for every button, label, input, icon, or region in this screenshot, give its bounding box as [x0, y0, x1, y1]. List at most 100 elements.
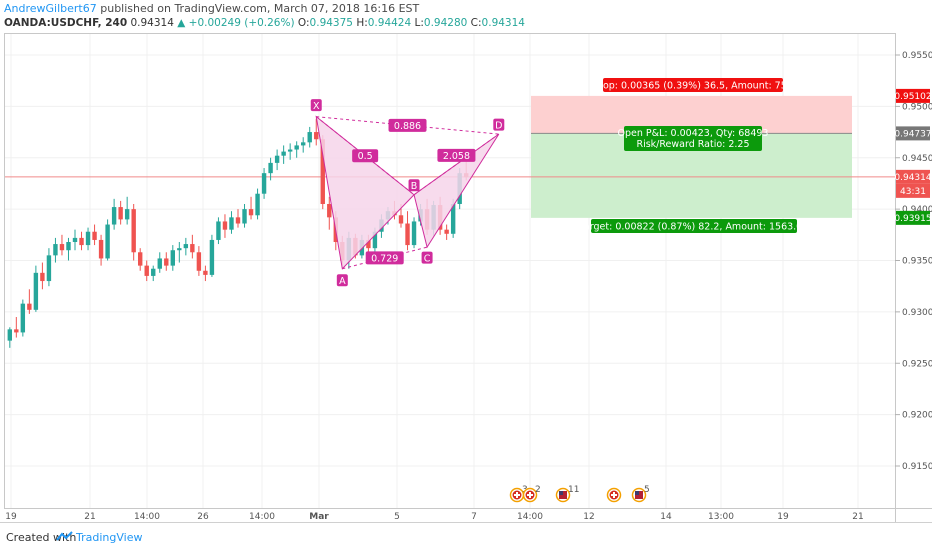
- pattern-point-a[interactable]: A: [336, 274, 348, 287]
- point-badge: [493, 118, 505, 131]
- candle-body: [14, 329, 19, 333]
- event-flag-us[interactable]: 5: [631, 485, 650, 503]
- bat-harmonic-pattern[interactable]: X A B C D 0.886 0.5 0.729 2.058: [310, 99, 505, 287]
- publish-text: published on TradingView.com, March 07, …: [96, 2, 420, 15]
- candle-body: [27, 303, 32, 310]
- symbol-name[interactable]: OANDA:USDCHF, 240: [4, 17, 128, 29]
- candle-body: [209, 239, 215, 275]
- ratio-label: 0.5: [358, 151, 373, 162]
- point-label: C: [424, 253, 431, 264]
- open-label: O:: [297, 17, 310, 29]
- x-tick-label: 14:00: [517, 512, 543, 522]
- ratio-badge: [437, 148, 476, 162]
- x-tick-label: 14: [660, 512, 672, 522]
- bd-ratio-line: [413, 133, 500, 196]
- candle-body: [118, 207, 123, 220]
- candle-body: [177, 248, 182, 251]
- event-flag-ch[interactable]: [606, 487, 622, 503]
- candle-body: [255, 193, 260, 216]
- low-value: 0.94280: [423, 17, 468, 29]
- candle-body: [248, 209, 254, 216]
- x-tick-label: 7: [471, 512, 477, 522]
- time-axis-ticks: 19 21 14:00 26 14:00 Mar 5 7 14:00 12 14 13:00 19 21: [5, 512, 863, 522]
- pattern-point-x[interactable]: X: [310, 99, 322, 112]
- long-position-tool[interactable]: Stop: 0.00365 (0.39%) 36.5, Amount: 750 O…: [5, 78, 895, 233]
- tradingview-brand[interactable]: TradingView: [76, 531, 143, 544]
- candle-body: [301, 142, 306, 146]
- x-tick-label: 21: [852, 512, 863, 522]
- candle-body: [59, 244, 65, 251]
- event-flag-gb[interactable]: 2: [522, 485, 541, 503]
- event-flag-us[interactable]: 11: [555, 485, 580, 503]
- candle-body: [7, 329, 12, 341]
- x-tick-label: 12: [583, 512, 594, 522]
- pnl-label-box: [624, 126, 762, 151]
- point-label: A: [339, 276, 346, 287]
- footer: Created with TradingView: [0, 522, 932, 551]
- point-label: B: [411, 181, 418, 192]
- ratio-badge: [365, 251, 404, 265]
- candle-body: [53, 244, 58, 256]
- ratio-label: 0.729: [371, 253, 398, 264]
- created-with-text: Created with: [6, 531, 77, 544]
- close-label: C:: [470, 17, 482, 29]
- candle-body: [372, 231, 378, 249]
- candle-body: [274, 155, 280, 163]
- x-tick-label: 13:00: [708, 512, 734, 522]
- bar-countdown-tag-box: [896, 183, 930, 198]
- pattern-point-d[interactable]: D: [493, 118, 505, 132]
- author-link[interactable]: AndrewGilbert67: [4, 2, 97, 15]
- x-tick-label: 19: [777, 512, 789, 522]
- candle-body: [72, 237, 78, 243]
- candle-body: [85, 231, 91, 246]
- x-tick-label: 14:00: [249, 512, 275, 522]
- pattern-point-b[interactable]: B: [408, 179, 420, 192]
- y-tick-label: 0.91500: [902, 462, 932, 472]
- high-value: 0.94424: [367, 17, 412, 29]
- candle-body: [138, 252, 143, 266]
- candle-body: [105, 224, 110, 259]
- candle-body: [444, 229, 449, 234]
- close-value: 0.94314: [481, 17, 525, 29]
- stop-label: Stop: 0.00365 (0.39%) 36.5, Amount: 750: [593, 81, 793, 92]
- candle-body: [307, 132, 312, 143]
- target-price-tag-box: [896, 210, 930, 225]
- candle-body: [98, 239, 104, 259]
- event-flag-ch[interactable]: 3: [509, 485, 528, 503]
- ratio-badge: [352, 149, 379, 163]
- point-label: D: [495, 120, 502, 131]
- price-change: ▲ +0.00249 (+0.26%): [177, 17, 295, 29]
- candle-body: [79, 237, 84, 246]
- stop-price-tag: 0.95102: [894, 92, 931, 102]
- candle-body: [111, 207, 117, 225]
- x-tick-label: Mar: [309, 512, 329, 522]
- symbol-legend: OANDA:USDCHF, 240 0.94314 ▲ +0.00249 (+0…: [4, 17, 525, 29]
- economic-events[interactable]: 32 11 5: [509, 485, 650, 503]
- event-count: 5: [644, 485, 650, 495]
- x-tick-label: 5: [394, 512, 400, 522]
- entry-price-tag-box: [896, 126, 930, 141]
- risk-reward-label: Risk/Reward Ratio: 2.25: [636, 139, 749, 150]
- candle-body: [190, 244, 195, 253]
- candle-body: [405, 223, 410, 246]
- candle-body: [327, 203, 332, 218]
- x-tick-label: 19: [5, 512, 17, 522]
- ratio-label: 2.058: [443, 151, 470, 162]
- candle-body: [222, 221, 228, 230]
- pattern-point-c[interactable]: C: [421, 251, 433, 265]
- low-label: L:: [414, 17, 424, 29]
- x-tick-label: 14:00: [134, 512, 160, 522]
- candle-body: [124, 209, 130, 220]
- event-count: 2: [535, 485, 541, 495]
- candle-body: [229, 217, 234, 230]
- tradingview-logo-icon: [56, 531, 73, 541]
